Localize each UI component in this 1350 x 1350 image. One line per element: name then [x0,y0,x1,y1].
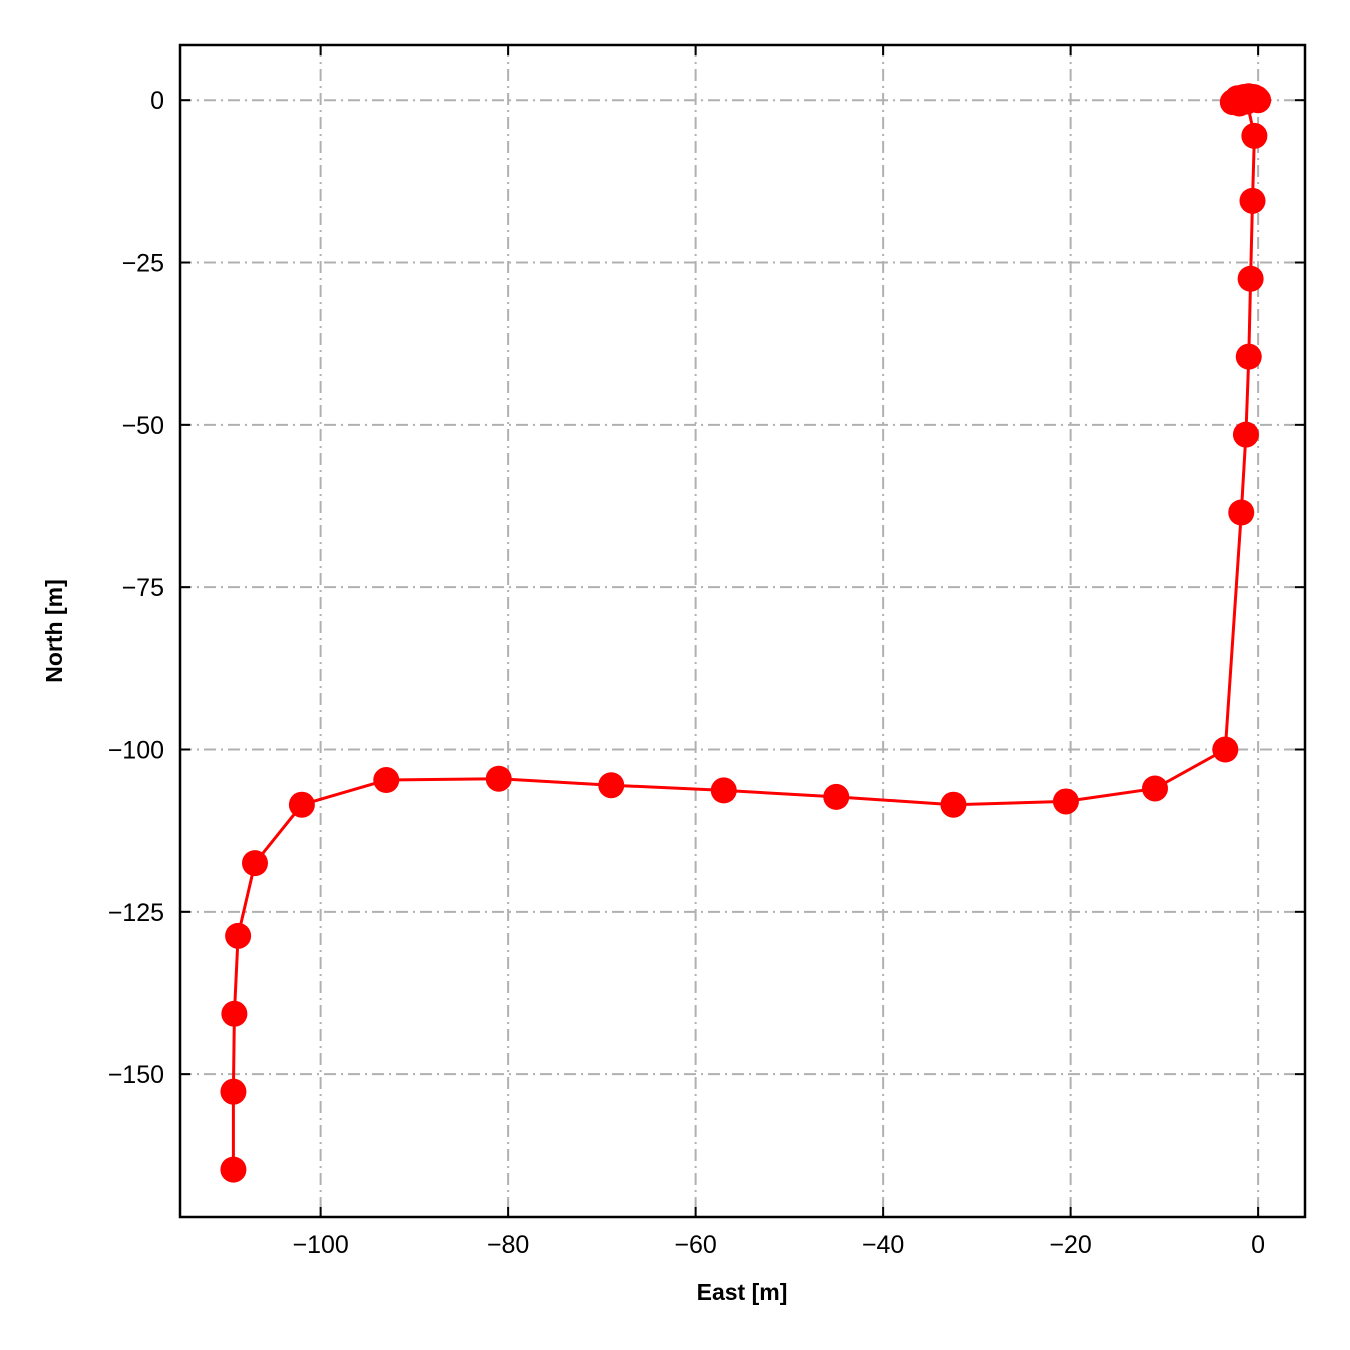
data-point [373,767,400,794]
y-tick-label: −150 [108,1061,164,1089]
series [220,83,1272,1183]
data-point [1233,88,1260,115]
data-point [221,1000,248,1027]
data-point [710,777,737,804]
data-point [1241,122,1268,149]
data-point [1237,265,1264,292]
y-tick-label: −75 [122,574,164,602]
x-tick-label: −60 [674,1231,716,1259]
data-point [823,783,850,810]
data-point [220,1078,247,1105]
x-axis-label: East [m] [697,1279,788,1305]
data-point [242,850,268,877]
data-point [288,791,315,818]
x-tick-label: −40 [862,1231,904,1259]
data-point [225,922,252,949]
data-point [1235,343,1262,370]
data-point [485,765,512,792]
y-tick-label: −100 [108,736,164,764]
data-point [1052,788,1079,815]
x-tick-label: 0 [1251,1231,1265,1259]
data-point [1232,421,1259,448]
data-point [940,791,967,818]
data-point [1212,736,1239,763]
x-tick-label: −100 [292,1231,348,1259]
y-tick-label: −125 [108,899,164,927]
data-point [1142,775,1168,802]
data-point [220,1156,247,1183]
grid [180,45,1305,1217]
y-tick-label: −50 [122,412,164,440]
plot-frame [178,43,1307,1219]
data-point [1228,499,1255,526]
ticks: −100 −80 −60 −40 −20 0 0 −25 −50 −75 −100 −125 −150 [108,45,1305,1259]
y-axis-label: North [m] [41,579,67,682]
y-tick-label: −25 [122,250,164,278]
data-point [1239,187,1266,214]
y-tick-label: 0 [150,87,164,115]
x-tick-label: −80 [487,1231,529,1259]
series-line [231,94,1260,1170]
data-point [598,772,625,799]
x-tick-label: −20 [1049,1231,1091,1259]
